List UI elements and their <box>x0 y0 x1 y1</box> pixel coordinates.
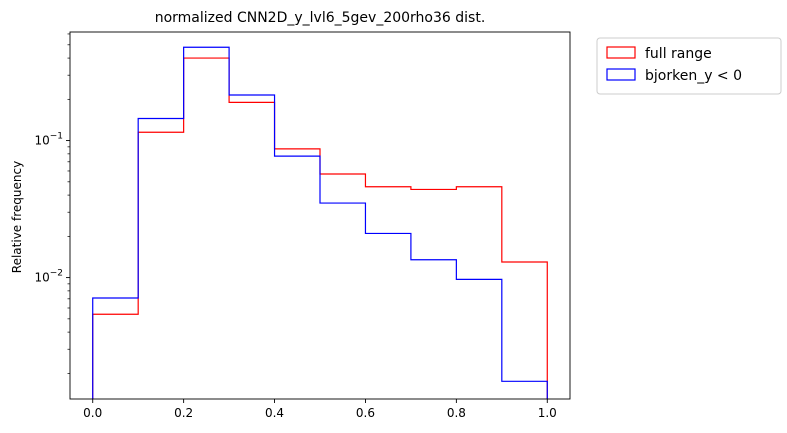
x-tick-label: 0.4 <box>265 406 284 420</box>
series-line-1 <box>92 46 548 399</box>
x-tick-label: 0.2 <box>174 406 193 420</box>
legend-swatch <box>606 46 636 59</box>
y-tick-label: 10−2 <box>34 269 63 285</box>
legend-swatch <box>606 68 636 81</box>
plot-frame <box>69 31 571 400</box>
y-axis-title: Relative frequency <box>10 161 24 273</box>
x-tick-label: 0.8 <box>447 406 466 420</box>
legend: full range bjorken_y < 0 <box>596 37 782 95</box>
y-tick-label: 10−1 <box>34 132 63 148</box>
plot-area <box>92 46 548 399</box>
series-line-0 <box>92 57 548 399</box>
legend-label: bjorken_y < 0 <box>645 68 742 84</box>
legend-label: full range <box>645 46 712 62</box>
x-tick-label: 0.6 <box>356 406 375 420</box>
chart-title: normalized CNN2D_y_lvl6_5gev_200rho36 di… <box>155 10 486 26</box>
legend-box <box>596 37 782 95</box>
x-tick-label: 0.0 <box>83 406 102 420</box>
x-tick-label: 1.0 <box>538 406 557 420</box>
axes: 0.0 0.2 0.4 0.6 0.8 1.0 10−2 10−1 <box>34 31 571 420</box>
